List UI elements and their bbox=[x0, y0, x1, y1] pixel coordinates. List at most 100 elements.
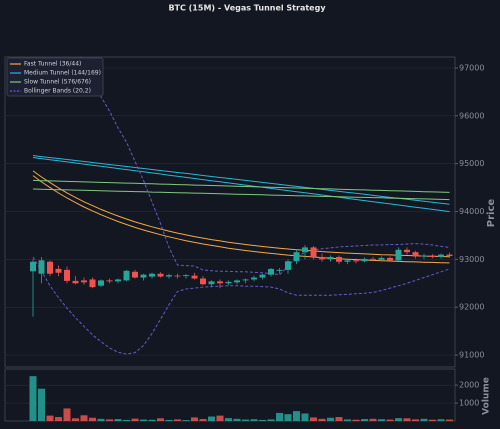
volume-bar bbox=[437, 419, 445, 421]
candle-body bbox=[251, 277, 257, 280]
y-axis-label: Price bbox=[486, 199, 497, 228]
volume-bar bbox=[225, 418, 232, 421]
volume-bar bbox=[284, 414, 292, 421]
volume-panel bbox=[4, 368, 456, 422]
candle-body bbox=[64, 269, 70, 281]
candles bbox=[30, 245, 453, 317]
tunnel-line bbox=[32, 188, 450, 201]
axes: 91000 92000 93000 94000 95000 96000 97000 1000 2… bbox=[455, 64, 484, 408]
candle-body bbox=[336, 256, 342, 262]
volume-bar bbox=[446, 419, 453, 421]
volume-bar bbox=[395, 418, 402, 421]
candle-body bbox=[429, 255, 436, 257]
volume-bar bbox=[310, 417, 317, 421]
volume-bar bbox=[165, 419, 173, 421]
y-tick-label: 96000 bbox=[459, 111, 484, 120]
candle-body bbox=[89, 279, 96, 288]
candle-body bbox=[81, 280, 87, 283]
volume-bar bbox=[369, 418, 377, 421]
tunnel-line bbox=[80, 57, 450, 276]
candle-body bbox=[191, 275, 198, 279]
candle-body bbox=[268, 268, 274, 275]
volume-bar bbox=[46, 415, 54, 421]
candle-body bbox=[72, 280, 79, 284]
tunnel-line bbox=[32, 256, 450, 355]
candle-body bbox=[319, 256, 325, 260]
candle-body bbox=[327, 256, 334, 260]
volume-bar bbox=[293, 411, 300, 421]
candle-body bbox=[38, 260, 45, 274]
price-panel bbox=[4, 56, 456, 368]
volume-bar bbox=[106, 419, 113, 421]
volume-bar bbox=[114, 419, 122, 421]
candle-body bbox=[106, 280, 113, 282]
volume-bar bbox=[89, 417, 96, 421]
candle-body bbox=[361, 258, 368, 262]
tunnel-line bbox=[32, 170, 450, 258]
volume-bar bbox=[72, 418, 79, 421]
volume-bar bbox=[267, 419, 275, 421]
volume-bar bbox=[216, 415, 224, 421]
legend-label: Slow Tunnel (576/676) bbox=[24, 79, 91, 86]
candle-body bbox=[30, 261, 36, 272]
candle-body bbox=[310, 247, 317, 257]
candle-body bbox=[174, 275, 181, 277]
volume-bar bbox=[38, 388, 45, 421]
volume-bar bbox=[378, 419, 385, 421]
legend-label: Bollinger Bands (20,2) bbox=[24, 88, 91, 95]
volume-bar bbox=[276, 412, 283, 421]
candle-body bbox=[98, 280, 104, 286]
candle-body bbox=[293, 252, 300, 262]
overlays bbox=[32, 57, 450, 355]
candle-body bbox=[378, 257, 385, 260]
candle-body bbox=[149, 273, 155, 277]
candle-body bbox=[157, 273, 164, 277]
candle-body bbox=[140, 274, 147, 278]
volume-bar bbox=[386, 419, 394, 421]
candle-body bbox=[412, 252, 419, 257]
candle-body bbox=[259, 274, 266, 278]
candle-body bbox=[387, 257, 393, 261]
candle-body bbox=[438, 254, 444, 257]
volume-bar bbox=[403, 418, 411, 421]
volume-bar bbox=[148, 419, 156, 421]
y-tick-label: 91000 bbox=[459, 351, 484, 360]
volume-bar bbox=[327, 417, 334, 421]
volume-bar bbox=[123, 419, 130, 421]
volume-bar bbox=[344, 419, 351, 421]
volume-bar bbox=[242, 419, 249, 421]
candle-body bbox=[302, 247, 308, 253]
chart-title: BTC (15M) - Vegas Tunnel Strategy bbox=[168, 4, 326, 13]
candle-body bbox=[285, 261, 291, 270]
tunnel-line bbox=[32, 175, 450, 264]
tunnel-line bbox=[32, 157, 450, 213]
candle-body bbox=[132, 271, 138, 278]
volume-bar bbox=[191, 417, 198, 421]
volume-bar bbox=[361, 419, 368, 421]
y-tick-label: 94000 bbox=[459, 207, 484, 216]
y-tick-label: 95000 bbox=[459, 159, 484, 168]
volume-bar bbox=[352, 419, 360, 421]
volume-bar bbox=[250, 419, 258, 421]
volume-bar bbox=[63, 408, 71, 421]
y-tick-label: 93000 bbox=[459, 255, 484, 264]
volume-bar bbox=[199, 419, 207, 421]
volume-bar bbox=[301, 413, 309, 421]
candle-body bbox=[404, 249, 410, 253]
volume-bar bbox=[80, 415, 88, 421]
legend-label: Fast Tunnel (36/44) bbox=[24, 61, 81, 68]
volume-bar bbox=[29, 376, 37, 421]
volume-bar bbox=[131, 418, 139, 421]
volume-bar bbox=[157, 418, 164, 421]
volume-bars bbox=[29, 376, 453, 421]
volume-bar bbox=[335, 417, 343, 421]
candle-body bbox=[353, 260, 359, 262]
volume-axis-label: Volume bbox=[482, 377, 492, 415]
volume-tick-label: 1000 bbox=[459, 399, 479, 408]
tunnel-line bbox=[32, 179, 450, 193]
tunnel-line bbox=[32, 155, 450, 205]
candle-body bbox=[421, 255, 427, 257]
legend-box bbox=[6, 57, 104, 97]
volume-bar bbox=[182, 420, 190, 421]
